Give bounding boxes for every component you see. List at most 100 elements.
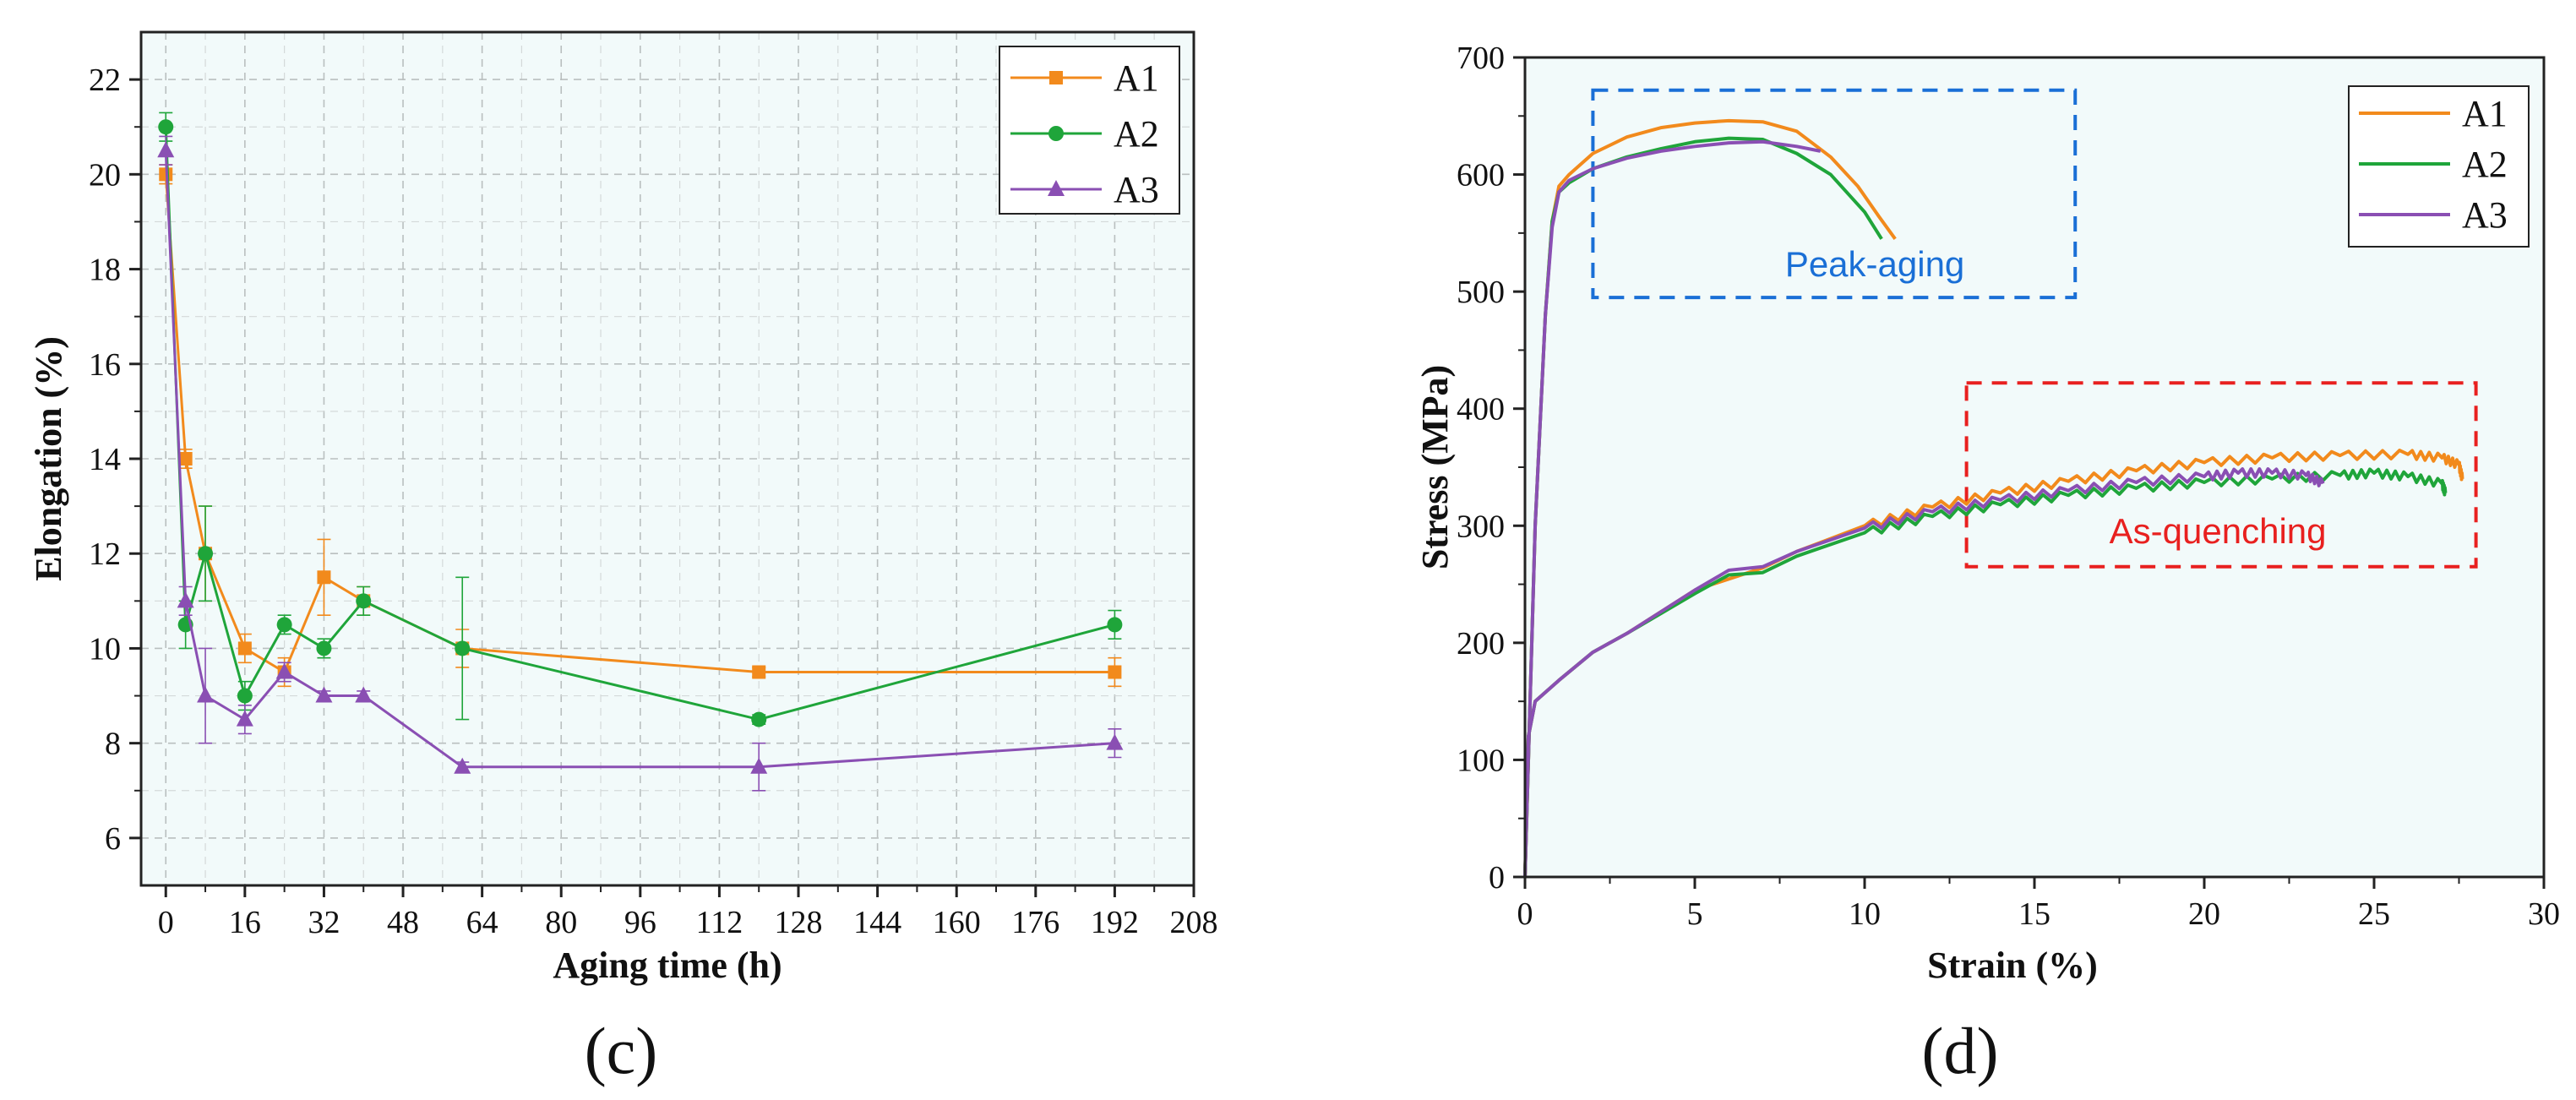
series-d xyxy=(1523,118,2464,878)
line-a2 xyxy=(164,127,1115,722)
y-tick-label-d: 400 xyxy=(1457,392,1505,427)
data-point xyxy=(1108,665,1122,679)
line-a3 xyxy=(164,150,1115,769)
y-tick-label-c: 6 xyxy=(105,821,121,857)
data-point xyxy=(454,757,471,774)
data-point xyxy=(197,686,215,703)
data-point xyxy=(276,617,292,633)
grid-c xyxy=(141,31,1195,886)
panel-label-d: (d) xyxy=(1922,1014,1999,1087)
legend-c: A1 A2 A3 xyxy=(999,46,1180,215)
data-point xyxy=(356,593,372,609)
x-tick-label-d: 30 xyxy=(2528,896,2560,932)
y-tick-label-c: 18 xyxy=(89,253,121,288)
y-tick-label-c: 10 xyxy=(89,631,121,667)
x-axis-label-d: Strain (%) xyxy=(1927,945,2098,986)
legend-marker xyxy=(1048,126,1064,141)
data-point xyxy=(751,711,767,727)
x-tick-label-c: 96 xyxy=(624,905,656,940)
curve-a3 xyxy=(1523,139,1822,878)
annotation-text-as-quenching: As-quenching xyxy=(2110,511,2327,551)
data-point xyxy=(198,546,214,562)
x-tick-label-d: 15 xyxy=(2018,896,2050,932)
data-point xyxy=(236,710,253,727)
data-point xyxy=(455,640,471,656)
x-tick-label-c: 176 xyxy=(1011,905,1059,940)
y-tick-label-d: 600 xyxy=(1457,158,1505,193)
x-tick-label-d: 5 xyxy=(1687,896,1703,932)
x-tick-label-c: 144 xyxy=(853,905,901,940)
y-tick-label-d: 0 xyxy=(1489,860,1505,896)
x-tick-label-d: 20 xyxy=(2188,896,2220,932)
data-point xyxy=(237,688,253,704)
legend-box-c xyxy=(999,46,1180,215)
data-point xyxy=(1106,733,1124,750)
curve-a3-as-quenching- xyxy=(1523,467,2325,878)
x-tick-label-c: 32 xyxy=(308,905,340,940)
data-point xyxy=(317,570,331,585)
x-axis-label-c: Aging time (h) xyxy=(553,945,782,986)
y-tick-label-d: 200 xyxy=(1457,626,1505,662)
series-a3-c xyxy=(157,135,1124,792)
y-axis-label-d: Stress (MPa) xyxy=(1414,365,1456,569)
data-point xyxy=(752,665,766,679)
legend-label-a2: A2 xyxy=(1114,113,1159,155)
data-point xyxy=(157,141,175,158)
y-tick-label-d: 700 xyxy=(1457,41,1505,76)
x-tick-label-d: 0 xyxy=(1517,896,1533,932)
annotation-box-as-quenching xyxy=(1964,381,2478,569)
data-point xyxy=(158,119,174,135)
x-tick-label-c: 0 xyxy=(158,905,174,940)
annotation-box-peak-aging xyxy=(1591,88,2078,300)
legend-label-a3: A3 xyxy=(2462,194,2508,236)
y-tick-label-c: 8 xyxy=(105,727,121,762)
x-tick-label-c: 16 xyxy=(229,905,261,940)
curve-a2-as-quenching- xyxy=(1523,467,2448,878)
data-point xyxy=(750,757,768,774)
chart-elongation-vs-aging-time: 0 16 32 48 64 80 96 112 128 144 160 176 192 208 6 8 10 12… xyxy=(28,30,1218,1087)
line-a1 xyxy=(164,174,1115,674)
data-point xyxy=(177,591,194,608)
series-c xyxy=(157,112,1124,792)
data-point xyxy=(275,662,293,679)
legend-label-a1: A1 xyxy=(1114,57,1159,99)
x-tick-label-c: 80 xyxy=(545,905,577,940)
ticks-c: 0 16 32 48 64 80 96 112 128 144 160 176 192 208 6 8 10 12… xyxy=(89,63,1218,940)
y-tick-label-d: 100 xyxy=(1457,743,1505,778)
y-tick-label-c: 14 xyxy=(89,442,121,477)
curve-a1-as-quenching- xyxy=(1523,449,2464,878)
x-tick-label-c: 112 xyxy=(696,905,743,940)
x-tick-label-d: 10 xyxy=(1849,896,1881,932)
y-tick-label-c: 16 xyxy=(89,347,121,383)
data-point xyxy=(316,640,332,656)
x-tick-label-d: 25 xyxy=(2358,896,2390,932)
y-axis-label-c: Elongation (%) xyxy=(28,336,69,581)
y-tick-label-d: 300 xyxy=(1457,509,1505,544)
data-point xyxy=(237,641,252,656)
data-point xyxy=(315,686,333,703)
y-tick-label-c: 22 xyxy=(89,63,121,98)
legend-label-a2: A2 xyxy=(2462,144,2508,185)
data-point xyxy=(1107,617,1123,633)
annotation-text-peak-aging: Peak-aging xyxy=(1785,244,1964,284)
x-tick-label-c: 48 xyxy=(387,905,419,940)
legend-d: A1 A2 A3 xyxy=(2348,85,2530,248)
y-tick-label-c: 12 xyxy=(89,536,121,572)
panel-label-c: (c) xyxy=(585,1014,658,1087)
x-tick-label-c: 160 xyxy=(933,905,981,940)
x-tick-label-c: 128 xyxy=(775,905,823,940)
annotation-boxes-d: Peak-aging As-quenching xyxy=(1591,88,2478,569)
y-tick-label-d: 500 xyxy=(1457,275,1505,310)
x-tick-label-c: 64 xyxy=(466,905,498,940)
x-tick-label-c: 192 xyxy=(1091,905,1139,940)
legend-marker xyxy=(1048,180,1065,196)
x-tick-label-c: 208 xyxy=(1170,905,1218,940)
data-point xyxy=(355,686,373,703)
legend-label-a3: A3 xyxy=(1114,169,1159,210)
data-point xyxy=(178,452,193,466)
legend-marker xyxy=(1049,71,1063,84)
y-tick-label-c: 20 xyxy=(89,157,121,193)
